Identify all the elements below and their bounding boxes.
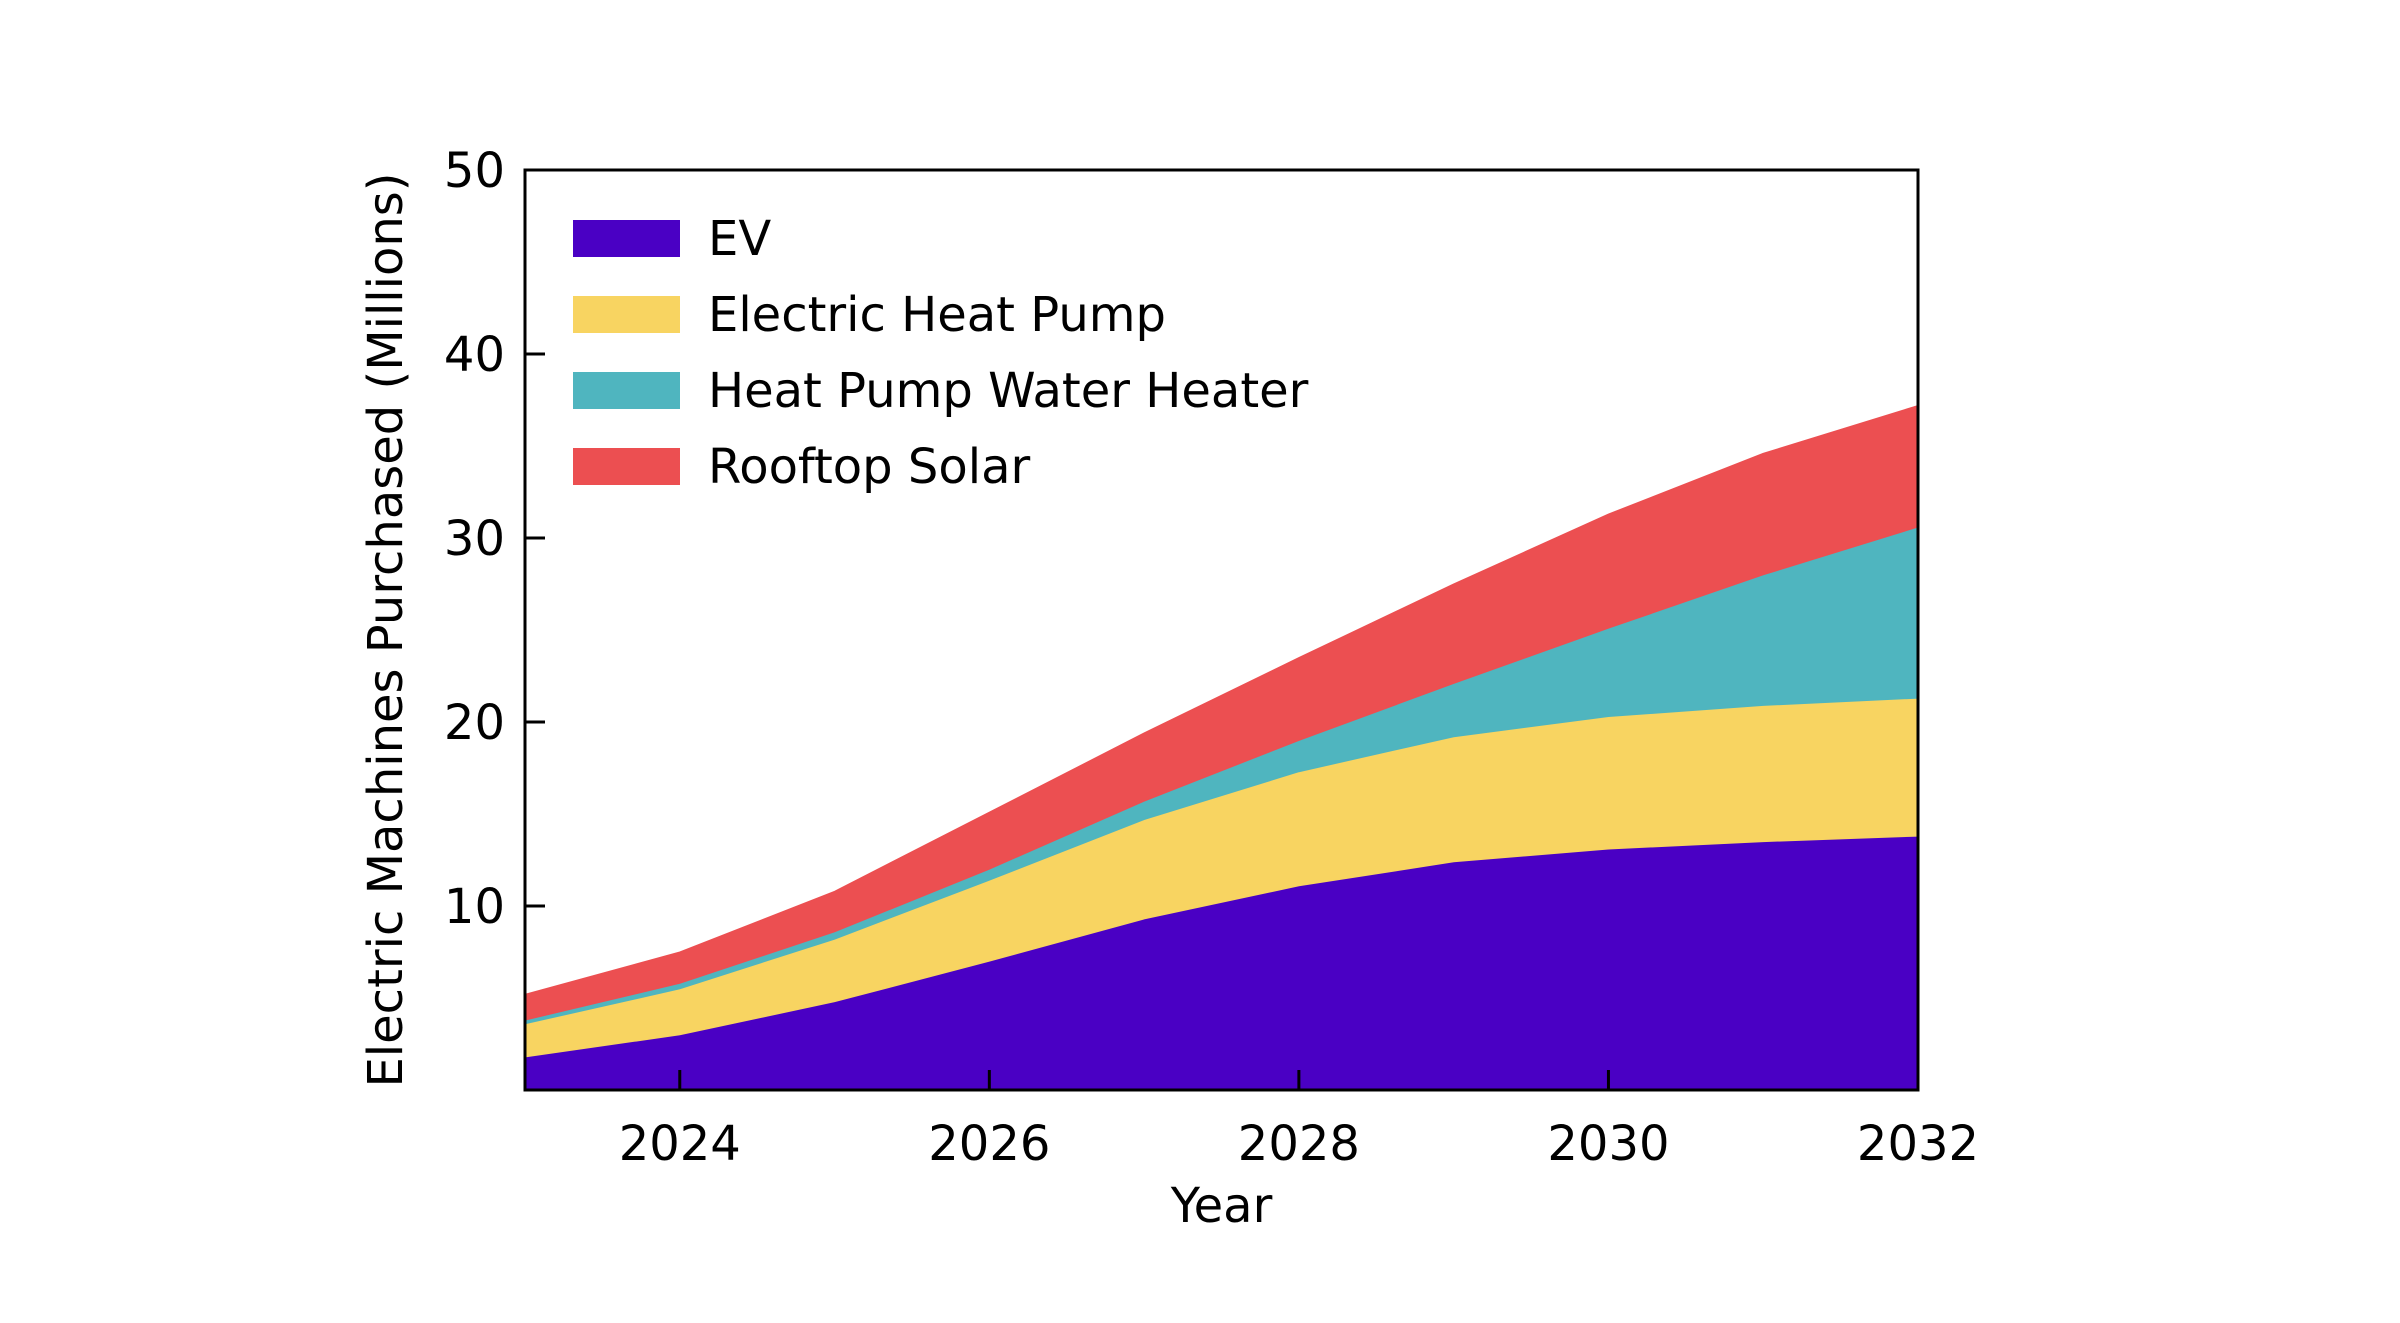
x-tick-label: 2032: [1857, 1116, 1979, 1172]
legend: EV Electric Heat Pump Heat Pump Water Heat…: [573, 211, 1309, 495]
legend-swatch: [573, 296, 680, 333]
legend-item-electric-heat-pump: Electric Heat Pump: [573, 287, 1166, 343]
y-tick-label: 10: [444, 879, 505, 935]
area-series-group: [524, 404, 1919, 1091]
y-tick-label: 50: [444, 143, 505, 199]
legend-swatch: [573, 448, 680, 485]
y-tick-label: 40: [444, 327, 505, 383]
x-tick-label: 2028: [1238, 1116, 1360, 1172]
x-tick-label: 2026: [928, 1116, 1050, 1172]
x-tick-label: 2024: [619, 1116, 741, 1172]
y-axis: 10 20 30 40 50: [444, 143, 545, 935]
legend-label: Electric Heat Pump: [708, 287, 1166, 343]
legend-item-rooftop-solar: Rooftop Solar: [573, 439, 1030, 495]
legend-label: Rooftop Solar: [708, 439, 1030, 495]
legend-swatch: [573, 220, 680, 257]
x-axis: 2024 2026 2028 2030 2032: [619, 1070, 1979, 1172]
legend-label: Heat Pump Water Heater: [708, 363, 1309, 419]
x-tick-label: 2030: [1547, 1116, 1669, 1172]
legend-item-ev: EV: [573, 211, 771, 267]
legend-item-heat-pump-water-heater: Heat Pump Water Heater: [573, 363, 1309, 419]
legend-swatch: [573, 372, 680, 409]
y-axis-title: Electric Machines Purchased (Millions): [358, 172, 414, 1087]
plot-frame: [523, 168, 1920, 1092]
y-tick-label: 20: [444, 695, 505, 751]
legend-label: EV: [708, 211, 771, 267]
y-tick-label: 30: [444, 511, 505, 567]
x-axis-title: Year: [1170, 1178, 1273, 1234]
